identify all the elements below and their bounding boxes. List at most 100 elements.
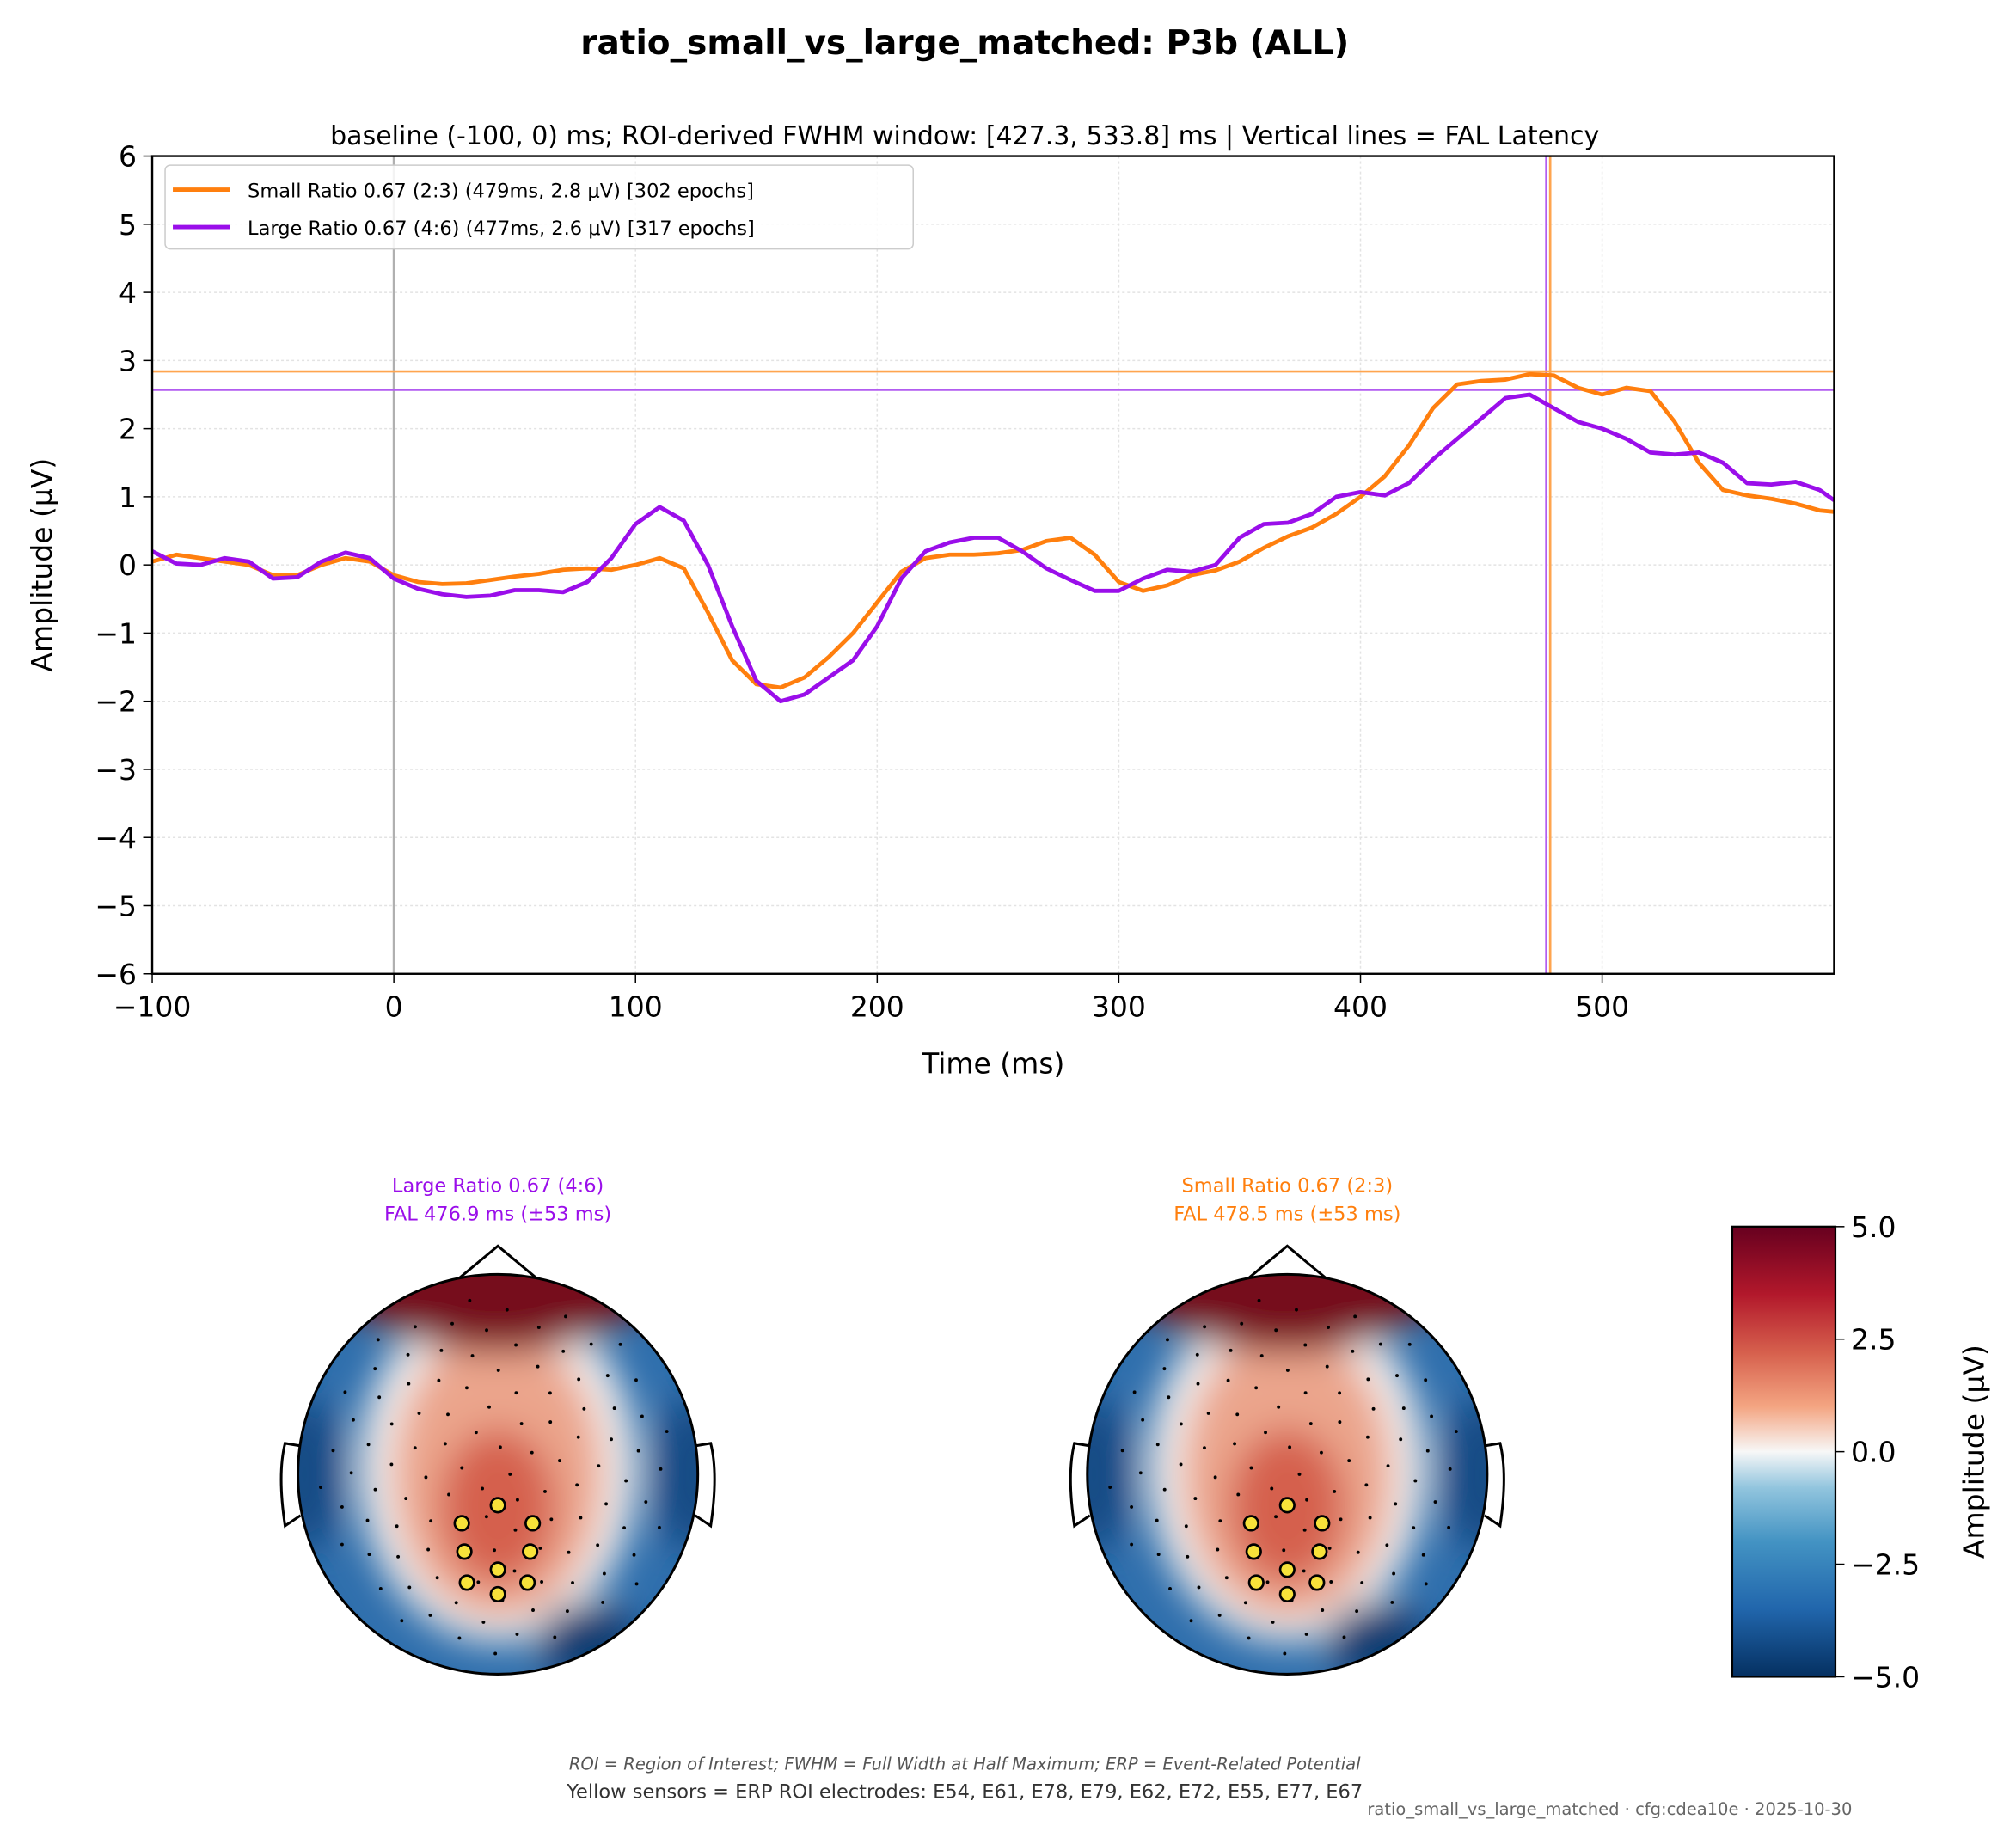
sensor: [1162, 1487, 1167, 1492]
sensor: [536, 1364, 540, 1369]
sensor: [1156, 1553, 1161, 1557]
sensor: [605, 1374, 610, 1378]
nose: [1247, 1244, 1327, 1279]
sensor: [1189, 1619, 1193, 1623]
sensor: [1447, 1525, 1451, 1529]
sensor: [549, 1517, 554, 1522]
sensor: [582, 1406, 586, 1411]
topo-field: [1442, 1396, 1487, 1552]
sensor: [1240, 1321, 1244, 1326]
plot-frame: [150, 155, 1835, 975]
sensor: [1425, 1449, 1430, 1453]
ear: [1069, 1442, 1091, 1529]
legend-box: [164, 164, 914, 250]
sensor: [1302, 1528, 1307, 1532]
sensor: [1347, 1459, 1351, 1463]
roi-sensor: [489, 1585, 506, 1603]
sensor: [1197, 1585, 1201, 1590]
sensor: [564, 1314, 567, 1319]
y-tick-label: 2: [119, 413, 137, 446]
y-tick-label: −3: [95, 753, 137, 787]
sensor: [468, 1298, 472, 1302]
sensor: [1196, 1382, 1200, 1386]
sensor: [1433, 1500, 1437, 1504]
sensor: [1353, 1314, 1357, 1319]
sensor: [601, 1600, 605, 1604]
sensor: [1394, 1502, 1398, 1506]
sensor: [389, 1462, 394, 1467]
sensor: [1412, 1526, 1416, 1530]
sensor: [1399, 1437, 1403, 1442]
sensor: [367, 1553, 371, 1557]
sensor: [485, 1328, 488, 1333]
sensor: [365, 1518, 370, 1522]
topo-fields: [297, 1274, 698, 1675]
topo-field: [297, 1396, 344, 1552]
sensor: [1338, 1420, 1342, 1424]
legend-label: Small Ratio 0.67 (2:3) (479ms, 2.8 μV) […: [248, 181, 754, 203]
topomap-title: Small Ratio 0.67 (2:3): [1182, 1174, 1394, 1197]
sensor: [1213, 1475, 1217, 1480]
sensor: [460, 1466, 464, 1470]
topomap-title: FAL 476.9 ms (±53 ms): [384, 1203, 611, 1225]
sensor: [512, 1569, 517, 1573]
sensor: [439, 1348, 444, 1352]
sensor: [632, 1553, 636, 1557]
sensor: [1356, 1550, 1360, 1554]
x-tick-label: 400: [1333, 989, 1388, 1023]
sensor: [596, 1543, 600, 1547]
sensor: [481, 1620, 486, 1624]
sensor: [1130, 1504, 1134, 1509]
sensor: [1305, 1498, 1309, 1502]
sensor: [446, 1412, 450, 1417]
sensor: [1407, 1342, 1412, 1346]
sensor: [565, 1609, 569, 1614]
sensor: [543, 1489, 547, 1493]
sensor: [513, 1528, 518, 1532]
sensor: [1168, 1587, 1172, 1590]
sensor: [1448, 1467, 1452, 1471]
sensor: [319, 1486, 322, 1489]
roi-sensor: [522, 1543, 539, 1560]
sensor: [435, 1576, 439, 1580]
sensor: [373, 1487, 377, 1492]
roi-sensor: [1242, 1515, 1259, 1532]
sensor: [1319, 1450, 1323, 1455]
roi-sensor: [524, 1515, 542, 1532]
sensor: [1295, 1308, 1298, 1312]
sensor: [429, 1519, 433, 1523]
sensor: [1218, 1519, 1222, 1523]
sensor: [476, 1580, 481, 1584]
roi-sensor: [456, 1543, 473, 1560]
y-tick-label: −6: [95, 958, 137, 991]
roi-sensor: [1245, 1543, 1262, 1560]
subtitle: baseline (-100, 0) ms; ROI-derived FWHM …: [330, 121, 1599, 151]
x-tick-label: 0: [385, 989, 403, 1023]
sensor: [530, 1450, 534, 1455]
roi-sensor: [1278, 1561, 1296, 1578]
x-tick-label: 100: [609, 989, 663, 1023]
sensor: [540, 1580, 544, 1584]
roi-sensor: [453, 1515, 470, 1532]
y-tick-label: −4: [95, 821, 137, 855]
roi-sensor: [489, 1497, 506, 1514]
sensor: [665, 1430, 669, 1434]
sensor: [1132, 1390, 1137, 1394]
sensor: [1304, 1632, 1308, 1636]
sensor: [1421, 1553, 1425, 1557]
sensor: [1385, 1543, 1389, 1547]
sensor: [343, 1390, 347, 1394]
sensor: [1265, 1580, 1270, 1584]
sensor: [558, 1459, 561, 1463]
sensor: [1274, 1328, 1278, 1333]
legend-label: Large Ratio 0.67 (4:6) (477ms, 2.6 μV) […: [248, 217, 755, 240]
sensor: [1226, 1378, 1230, 1382]
y-tick-label: 1: [119, 481, 137, 514]
sensor: [457, 1636, 462, 1640]
sensor: [622, 1526, 627, 1530]
sensor: [351, 1418, 355, 1422]
sensor: [604, 1502, 608, 1506]
sensor: [1271, 1620, 1275, 1624]
y-tick-label: 6: [119, 140, 137, 174]
topo-field: [653, 1396, 698, 1552]
